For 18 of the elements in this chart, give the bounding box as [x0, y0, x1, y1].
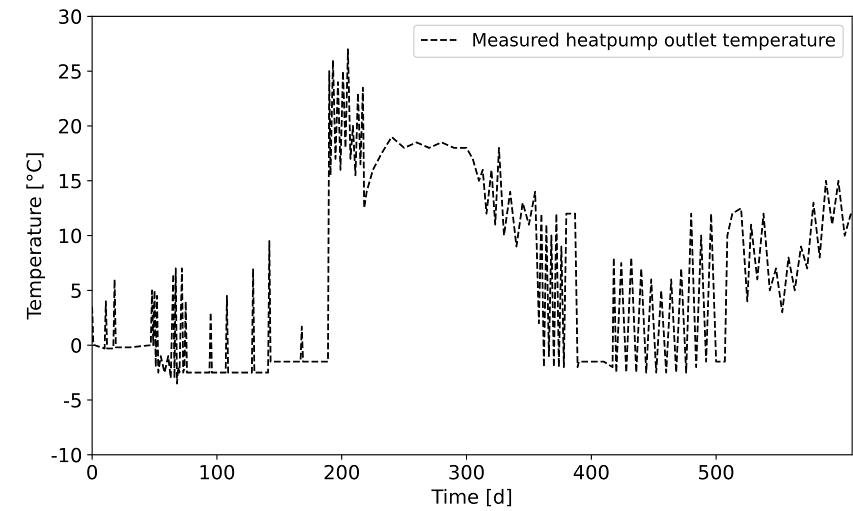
- y-tick-label: 20: [59, 118, 82, 134]
- y-tick-label: 10: [60, 228, 82, 244]
- y-tick-label: -10: [52, 448, 82, 462]
- x-tick-label: 300: [449, 464, 484, 480]
- x-tick-label: 200: [324, 464, 359, 480]
- y-tick-label: 0: [71, 338, 82, 353]
- y-tick-label: 25: [59, 64, 81, 79]
- x-axis-title: Time [d]: [431, 488, 512, 506]
- y-tick-label: 5: [72, 284, 81, 298]
- legend-label: Measured heatpump outlet temperature: [473, 32, 835, 50]
- x-tick-label: 0: [87, 464, 98, 480]
- y-tick-label: -5: [64, 393, 81, 408]
- x-tick-label: 400: [574, 464, 609, 480]
- x-tick-label: 100: [200, 464, 234, 480]
- y-tick-label: 15: [60, 174, 81, 188]
- y-axis-title: Temperature [°C]: [26, 153, 46, 320]
- x-tick-label: 500: [699, 464, 734, 480]
- y-tick-label: 30: [59, 9, 82, 24]
